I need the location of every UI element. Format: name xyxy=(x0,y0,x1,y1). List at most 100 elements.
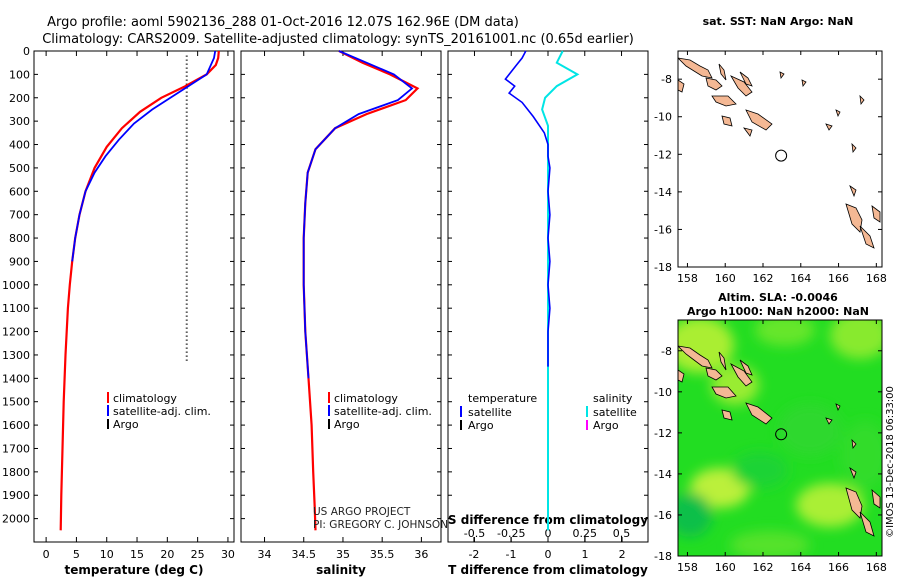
land-polygon xyxy=(745,402,773,425)
legend-t-satellite-label: satellite xyxy=(468,406,512,419)
legend-salinity-heading: salinity xyxy=(593,392,633,405)
land-polygon xyxy=(721,115,733,127)
legend-s-argo-label: Argo xyxy=(593,419,619,432)
x-tick-label: 2 xyxy=(619,548,626,561)
land-polygon xyxy=(835,403,841,412)
legend-t-satellite-swatch xyxy=(460,406,462,417)
land-polygon xyxy=(835,109,841,118)
x-tick-label: 10 xyxy=(100,548,114,561)
figure-title: Argo profile: aoml 5902136_288 01-Oct-20… xyxy=(47,15,519,30)
map-x-tick-label: 164 xyxy=(790,561,811,574)
sla-anomaly-blob xyxy=(730,531,810,556)
x-tick-label: -1 xyxy=(505,548,516,561)
land-polygon xyxy=(730,363,753,387)
sla-map-axes: 158 160 162 164 166 168 -8 -10 -12 -14 -16 -18 xyxy=(654,320,887,574)
legend-satellite-label: satellite-adj. clim. xyxy=(334,405,432,418)
map-y-tick-label: -8 xyxy=(661,345,672,358)
sst-map-frame xyxy=(677,50,883,268)
legend-s-satellite-swatch xyxy=(586,406,588,417)
map-x-tick-label: 160 xyxy=(715,272,736,285)
land-polygon xyxy=(705,367,723,381)
t-difference-xlabel: T difference from climatology xyxy=(448,563,648,577)
sla-anomaly-field xyxy=(678,320,882,556)
depth-tick-label: 100 xyxy=(9,68,30,81)
land-polygon xyxy=(711,386,737,399)
land-polygon xyxy=(678,57,713,79)
land-polygon xyxy=(849,184,857,198)
depth-axis: 0 100 200 300 400 500 600 700 800 900 1000 1100 1200… xyxy=(2,45,648,526)
x-tick-label: 34.5 xyxy=(291,548,316,561)
salinity-legend: climatology satellite-adj. clim. Argo xyxy=(328,392,432,431)
land-polygon xyxy=(718,63,727,81)
x-tick-label: 36 xyxy=(414,548,428,561)
map-x-tick-label: 164 xyxy=(790,272,811,285)
land-polygon xyxy=(711,95,737,107)
legend-argo-label: Argo xyxy=(113,418,139,431)
x-tick-label: 15 xyxy=(130,548,144,561)
depth-tick-label: 1300 xyxy=(2,349,30,362)
temperature-xlabel: temperature (deg C) xyxy=(65,563,204,577)
map-x-tick-label: 168 xyxy=(866,561,887,574)
land-polygon xyxy=(871,488,881,509)
land-polygon xyxy=(851,142,857,154)
t-difference-x-axis: -2 -1 0 1 2 xyxy=(468,537,626,561)
land-polygon xyxy=(851,438,857,450)
land-polygon xyxy=(859,511,875,537)
map-x-tick-label: 162 xyxy=(753,561,774,574)
map-y-tick-label: -16 xyxy=(654,223,672,236)
sla-land-masses xyxy=(678,345,881,537)
depth-tick-label: 300 xyxy=(9,115,30,128)
salinity-difference-line xyxy=(541,50,580,531)
temperature-legend: climatology satellite-adj. clim. Argo xyxy=(107,392,211,431)
sst-map-area xyxy=(678,51,882,267)
legend-satellite-swatch xyxy=(107,405,109,416)
legend-s-argo-swatch xyxy=(586,420,588,430)
depth-tick-label: 500 xyxy=(9,162,30,175)
depth-tick-label: 1400 xyxy=(2,372,30,385)
temperature-panel xyxy=(33,50,235,543)
temperature-satellite-line xyxy=(71,50,217,262)
land-polygon xyxy=(825,417,833,425)
legend-climatology-label: climatology xyxy=(334,392,398,405)
difference-legend: temperature satellite Argo salinity sate… xyxy=(460,392,637,432)
land-polygon xyxy=(743,127,753,137)
sla-anomaly-blob xyxy=(830,320,882,359)
depth-tick-label: 1700 xyxy=(2,442,30,455)
land-polygon xyxy=(801,79,807,87)
sla-map-title: Altim. SLA: -0.0046 xyxy=(718,291,838,304)
x-tick-label: 35 xyxy=(336,548,350,561)
legend-s-satellite-label: satellite xyxy=(593,406,637,419)
land-polygon xyxy=(779,71,785,79)
figure-subtitle: Climatology: CARS2009. Satellite-adjuste… xyxy=(42,32,634,47)
depth-tick-label: 700 xyxy=(9,209,30,222)
map-y-tick-label: -8 xyxy=(661,73,672,86)
land-polygon xyxy=(721,409,733,421)
sla-anomaly-blob xyxy=(732,452,788,488)
sst-map-axes: 158 160 162 164 166 168 -8 -10 -12 -14 -16 -18 xyxy=(654,51,887,285)
land-polygon xyxy=(845,487,863,519)
sla-anomaly-blob xyxy=(755,320,815,346)
map-y-tick-label: -10 xyxy=(654,386,672,399)
x-tick-label: 0.5 xyxy=(613,527,631,540)
x-tick-label: 0 xyxy=(545,527,552,540)
x-tick-label: 20 xyxy=(160,548,174,561)
depth-tick-label: 0 xyxy=(23,45,30,58)
salinity-satellite-line xyxy=(302,50,414,379)
legend-temperature-heading: temperature xyxy=(468,392,537,405)
legend-t-argo-label: Argo xyxy=(468,419,494,432)
depth-tick-label: 1100 xyxy=(2,302,30,315)
legend-satellite-swatch xyxy=(328,405,330,416)
pi-credit: PI: GREGORY C. JOHNSON xyxy=(313,519,448,531)
temperature-x-axis: 0 5 10 15 20 25 30 xyxy=(43,51,235,561)
x-tick-label: 25 xyxy=(191,548,205,561)
land-polygon xyxy=(859,225,875,249)
depth-tick-label: 1600 xyxy=(2,419,30,432)
land-polygon xyxy=(678,79,685,93)
temperature-climatology-line xyxy=(59,50,220,531)
salinity-x-axis: 34 34.5 35 35.5 36 xyxy=(258,51,428,561)
sla-anomaly-blob xyxy=(678,320,734,373)
x-tick-label: 1 xyxy=(582,548,589,561)
x-tick-label: 35.5 xyxy=(370,548,395,561)
sla-map-area xyxy=(678,320,882,556)
